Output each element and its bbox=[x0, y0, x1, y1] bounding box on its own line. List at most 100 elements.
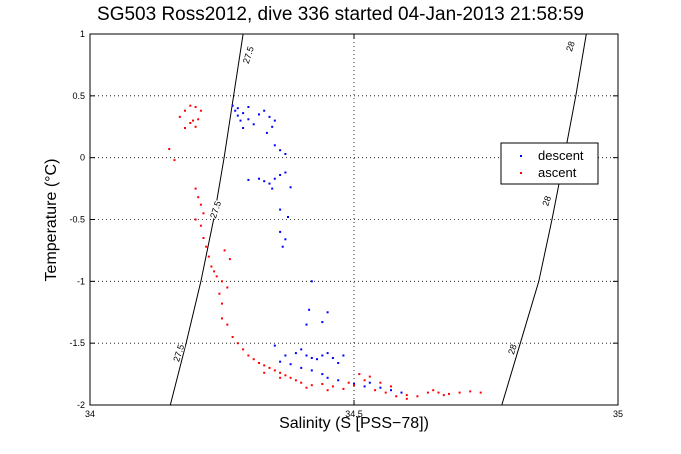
ascent-point bbox=[207, 255, 210, 258]
ascent-point bbox=[231, 336, 234, 338]
descent-point bbox=[265, 131, 268, 134]
ascent-point bbox=[202, 237, 205, 239]
legend-label-descent: descent bbox=[538, 148, 584, 163]
ascent-point bbox=[469, 390, 472, 393]
ascent-point bbox=[458, 391, 461, 394]
ascent-point bbox=[173, 159, 176, 162]
descent-point bbox=[305, 354, 308, 357]
descent-point bbox=[331, 357, 334, 359]
descent-point bbox=[242, 127, 245, 129]
ascent-point bbox=[353, 384, 355, 387]
data-points bbox=[168, 104, 482, 400]
ascent-point bbox=[197, 118, 200, 121]
x-axis-label: Salinity (S [PSS−78]) bbox=[279, 415, 429, 432]
descent-point bbox=[321, 321, 324, 324]
ascent-point bbox=[405, 394, 408, 397]
descent-point bbox=[289, 186, 292, 189]
ascent-point bbox=[192, 119, 194, 122]
descent-point bbox=[268, 182, 271, 185]
legend: descent ascent bbox=[500, 142, 599, 185]
descent-point bbox=[337, 379, 340, 382]
ascent-point bbox=[247, 354, 250, 357]
ascent-point bbox=[368, 375, 371, 378]
descent-point bbox=[279, 360, 282, 363]
ascent-point bbox=[395, 395, 398, 398]
contour-label-text: 27.5 bbox=[241, 45, 256, 65]
ascent-point bbox=[448, 392, 450, 395]
ascent-point bbox=[236, 342, 239, 345]
ascent-point bbox=[437, 391, 440, 394]
contour-label-background bbox=[240, 44, 255, 65]
descent-point bbox=[379, 386, 382, 389]
ascent-point bbox=[405, 397, 408, 400]
ascent-point bbox=[242, 348, 245, 351]
ascent-point bbox=[226, 286, 229, 289]
ascent-point bbox=[273, 369, 276, 372]
ascent-point bbox=[374, 389, 377, 392]
contour-label: 28 bbox=[504, 339, 519, 360]
descent-point bbox=[284, 354, 287, 357]
ascent-point bbox=[199, 203, 202, 206]
ascent-point bbox=[331, 385, 334, 388]
ascent-point bbox=[205, 245, 208, 248]
descent-point bbox=[279, 149, 282, 152]
descent-point bbox=[252, 123, 255, 126]
y-axis-label: Temperature (°C) bbox=[43, 158, 60, 282]
descent-point bbox=[368, 381, 371, 384]
ascent-point bbox=[228, 258, 231, 261]
y-tick-label: 0.5 bbox=[72, 91, 85, 101]
x-tick-label: 34.5 bbox=[345, 409, 363, 419]
ascent-point bbox=[223, 249, 226, 252]
descent-point bbox=[271, 125, 274, 128]
ascent-point bbox=[479, 391, 482, 394]
descent-point bbox=[353, 383, 355, 385]
descent-point bbox=[273, 119, 276, 122]
ascent-point bbox=[305, 386, 308, 389]
contour-label-text: 28 bbox=[540, 195, 553, 208]
ascent-point bbox=[347, 381, 350, 384]
axis-ticks: -2 -1.5 -1 -0.5 0 0.5 1 34 34.5 35 bbox=[69, 29, 623, 419]
ascent-point bbox=[310, 384, 313, 387]
density-contours: 27.5 27.5 27.5 28 28 28 bbox=[169, 33, 587, 406]
ascent-point bbox=[202, 212, 205, 215]
descent-point bbox=[284, 171, 287, 174]
ascent-point bbox=[213, 270, 216, 273]
descent-point bbox=[310, 357, 313, 359]
contour-label: 27.5 bbox=[208, 199, 223, 220]
legend-marker-ascent bbox=[520, 172, 522, 174]
descent-point bbox=[308, 308, 311, 311]
ascent-point bbox=[199, 109, 202, 112]
ascent-point bbox=[279, 376, 282, 379]
ascent-point bbox=[321, 383, 324, 385]
descent-point bbox=[321, 373, 324, 376]
ascent-point bbox=[221, 280, 223, 283]
descent-point bbox=[263, 109, 266, 112]
descent-point bbox=[300, 366, 303, 369]
ascent-point bbox=[194, 187, 197, 190]
descent-point bbox=[321, 354, 324, 357]
descent-point bbox=[263, 180, 266, 183]
ascent-point bbox=[300, 381, 303, 384]
contour-label-text: 28 bbox=[564, 40, 577, 53]
ascent-point bbox=[263, 364, 266, 367]
descent-point bbox=[273, 177, 276, 180]
descent-point bbox=[289, 363, 292, 366]
descent-point bbox=[258, 113, 260, 116]
ascent-point bbox=[379, 381, 382, 384]
ascent-point bbox=[284, 374, 287, 377]
descent-point bbox=[279, 208, 282, 211]
ascent-point bbox=[263, 371, 266, 374]
ascent-point bbox=[390, 385, 392, 388]
density-contour-28 bbox=[501, 33, 587, 406]
x-tick-label: 35 bbox=[613, 409, 623, 419]
y-tick-label: 0 bbox=[80, 153, 85, 163]
descent-point bbox=[231, 104, 234, 107]
descent-point bbox=[247, 118, 250, 121]
descent-point bbox=[363, 385, 366, 388]
contour-label-background bbox=[539, 190, 554, 211]
descent-point bbox=[337, 362, 340, 364]
descent-point bbox=[279, 230, 282, 233]
descent-point bbox=[326, 376, 329, 379]
contour-label-background bbox=[208, 199, 223, 220]
descent-point bbox=[279, 174, 282, 176]
